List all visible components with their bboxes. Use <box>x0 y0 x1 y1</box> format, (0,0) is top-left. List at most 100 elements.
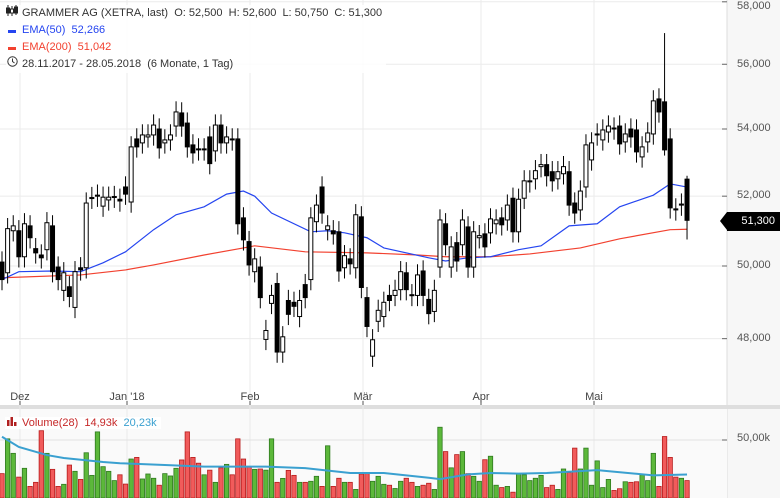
volume-bar <box>544 487 550 498</box>
candle-down <box>0 261 5 281</box>
candle-down <box>235 138 241 225</box>
volume-bar <box>145 473 151 498</box>
candle-up <box>111 196 117 199</box>
volume-bar <box>409 481 415 498</box>
volume-bar <box>55 485 61 498</box>
volume-bars-icon <box>7 417 17 429</box>
volume-bar <box>381 483 387 498</box>
volume-bar <box>667 456 673 498</box>
candle-down <box>572 202 578 214</box>
candle-up <box>280 336 286 353</box>
candle-up <box>100 196 106 207</box>
volume-bar <box>128 458 134 498</box>
volume-bar <box>577 468 583 498</box>
volume-bar <box>330 485 336 498</box>
candle-up <box>594 133 600 136</box>
panel-separator[interactable] <box>0 405 780 409</box>
volume-label: Volume(28) <box>22 417 79 429</box>
volume-bar <box>94 431 101 498</box>
volume-bar <box>431 489 437 498</box>
candle-down <box>274 283 280 353</box>
candle-up <box>375 309 381 322</box>
x-tick-label: Feb <box>240 391 260 403</box>
volume-bar <box>223 463 230 498</box>
volume-bar <box>117 474 123 498</box>
volume-bar <box>560 468 567 498</box>
volume-bar <box>521 474 527 498</box>
instrument-title: GRAMMER AG (XETRA, last) <box>22 7 169 19</box>
candle-down <box>566 171 572 206</box>
date-range: 28.11.2017 - 28.05.2018 <box>22 58 142 70</box>
candle-up <box>173 111 179 127</box>
last-price-value: 51,300 <box>741 215 775 227</box>
candle-down <box>184 122 190 148</box>
candle-up <box>600 129 606 141</box>
candle-down <box>240 217 246 241</box>
candle-up <box>622 133 628 143</box>
volume-bar <box>493 484 499 498</box>
volume-bar <box>555 489 561 498</box>
candle-down <box>302 284 308 299</box>
volume-bar <box>27 485 33 498</box>
volume-bar <box>600 487 606 498</box>
legend-ema50[interactable]: EMA(50) 52,266 <box>6 22 382 39</box>
volume-bar <box>268 438 275 498</box>
candlestick-icon <box>6 5 18 22</box>
volume-bar <box>499 487 505 498</box>
ema200-line <box>1 228 688 279</box>
volume-bar <box>78 479 84 498</box>
candle-up <box>532 170 538 180</box>
volume-bar <box>414 485 421 498</box>
volume-bar <box>572 447 578 498</box>
volume-bar <box>336 477 342 498</box>
candle-down <box>364 297 370 327</box>
volume-bar <box>588 484 595 498</box>
candle-up <box>44 222 50 251</box>
volume-bar <box>487 455 494 498</box>
volume-bar <box>482 459 488 498</box>
volume-bar <box>72 470 78 498</box>
candle-up <box>252 258 258 273</box>
volume-bar <box>538 474 544 498</box>
candle-up <box>61 272 67 291</box>
x-tick-label: Dez <box>10 391 30 403</box>
volume-bar <box>605 479 612 498</box>
volume-bar <box>280 477 286 498</box>
candle-up <box>297 299 303 318</box>
volume-bar <box>313 475 320 498</box>
y-tick-label: 56,000 <box>737 58 771 70</box>
candle-up <box>325 225 331 231</box>
volume-bar <box>515 473 522 498</box>
y-tick-label: 48,000 <box>737 332 771 344</box>
candle-up <box>72 271 78 308</box>
candle-down <box>117 198 123 202</box>
volume-bar <box>274 481 280 498</box>
volume-bar <box>448 467 454 498</box>
volume-bar <box>375 475 381 498</box>
legend-ema200[interactable]: EMA(200) 51,042 <box>6 39 382 56</box>
volume-bar <box>442 451 449 498</box>
candle-up <box>21 223 27 258</box>
volume-bar <box>151 477 157 498</box>
candle-up <box>94 194 100 197</box>
candle-down <box>123 186 129 195</box>
y-tick-label: 50,000 <box>737 259 771 271</box>
candle-up <box>639 146 645 158</box>
volume-bar <box>398 480 404 498</box>
last-price-tag: 51,300 <box>720 212 780 231</box>
candle-down <box>207 136 213 165</box>
candle-down <box>55 266 61 281</box>
ema50-label: EMA(50) <box>22 24 66 36</box>
volume-bar <box>437 426 443 498</box>
candle-down <box>78 267 84 271</box>
candle-down <box>465 226 471 268</box>
candle-down <box>358 216 364 288</box>
volume-bar <box>229 474 235 498</box>
candle-down <box>510 197 516 233</box>
candle-up <box>392 289 398 296</box>
volume-bar <box>38 430 44 498</box>
candle-down <box>218 124 224 144</box>
candle-up <box>342 255 348 269</box>
candle-down <box>196 148 202 151</box>
volume-bar <box>353 489 359 498</box>
